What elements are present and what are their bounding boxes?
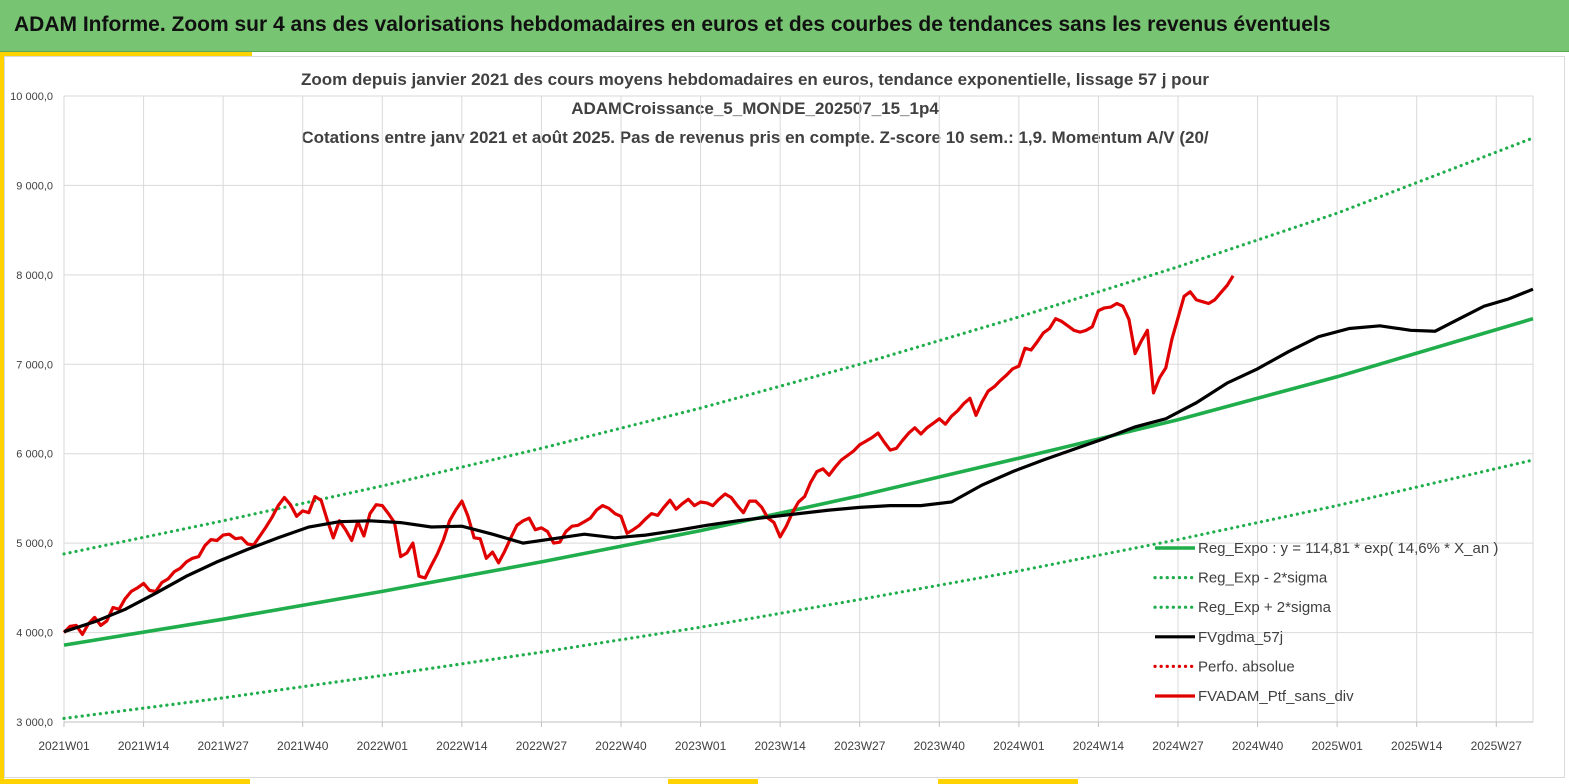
legend-layer: Reg_Expo : y = 114,81 * exp( 14,6% * X_a… [1153, 540, 1498, 705]
x-tick-label: 2021W01 [38, 739, 90, 753]
x-tick-label: 2023W27 [834, 739, 886, 753]
x-tick-label: 2023W01 [675, 739, 727, 753]
x-tick-label: 2022W01 [357, 739, 409, 753]
x-tick-label: 2024W40 [1232, 739, 1284, 753]
chart-title-line-2: ADAMCroissance_5_MONDE_202507_15_1p4 [571, 99, 939, 118]
y-tick-label: 5 000,0 [16, 538, 53, 550]
y-tick-label: 9 000,0 [16, 180, 53, 192]
series-line-ptf [62, 274, 1235, 636]
x-tick-label: 2022W14 [436, 739, 488, 753]
x-tick-label: 2024W01 [993, 739, 1045, 753]
x-tick-label: 2022W27 [516, 739, 568, 753]
chart-title-line-3: Cotations entre janv 2021 et août 2025. … [301, 128, 1209, 147]
series-layer [62, 136, 1535, 720]
series-line-sigma-high [62, 136, 1535, 556]
series-line-gdma [63, 287, 1534, 634]
accent-bar-bottom [0, 779, 1569, 784]
accent-bar-bottom-3 [938, 779, 1078, 784]
y-tick-label: 10 000,0 [10, 91, 53, 103]
x-tick-label: 2021W14 [118, 739, 170, 753]
x-tick-label: 2023W40 [914, 739, 966, 753]
x-tick-label: 2022W40 [595, 739, 647, 753]
series-line-reg-expo [63, 316, 1534, 647]
y-tick-label: 6 000,0 [16, 449, 53, 461]
y-tick-label: 8 000,0 [16, 270, 53, 282]
accent-bar-bottom-1 [0, 779, 250, 784]
legend-label-perfo: Perfo. absolue [1198, 658, 1295, 675]
legend-label-gdma: FVgdma_57j [1198, 629, 1283, 646]
accent-bar-bottom-2 [668, 779, 758, 784]
x-tick-label: 2021W40 [277, 739, 329, 753]
x-tick-label: 2025W01 [1311, 739, 1363, 753]
y-tick-label: 3 000,0 [16, 717, 53, 729]
x-tick-label: 2025W27 [1471, 739, 1523, 753]
y-tick-label: 4 000,0 [16, 628, 53, 640]
page-title: ADAM Informe. Zoom sur 4 ans des valoris… [14, 13, 1331, 36]
legend-label-ptf: FVADAM_Ptf_sans_div [1198, 688, 1354, 705]
accent-bar-left [0, 52, 4, 784]
x-tick-label: 2025W14 [1391, 739, 1443, 753]
legend-label-reg-expo: Reg_Expo : y = 114,81 * exp( 14,6% * X_a… [1198, 540, 1498, 557]
y-tick-label: 7 000,0 [16, 359, 53, 371]
x-tick-label: 2023W14 [754, 739, 806, 753]
header-banner: ADAM Informe. Zoom sur 4 ans des valoris… [0, 0, 1569, 52]
x-tick-label: 2024W27 [1152, 739, 1204, 753]
x-tick-label: 2024W14 [1073, 739, 1125, 753]
chart-title-line-1: Zoom depuis janvier 2021 des cours moyen… [301, 70, 1209, 89]
chart-frame [4, 56, 1565, 778]
x-tick-label: 2021W27 [197, 739, 249, 753]
axis-layer: 3 000,0 4 000,0 5 000,0 6 000,0 7 000,0 8 000… [10, 91, 1533, 753]
accent-bar-top [0, 52, 252, 56]
legend-label-sigma-high: Reg_Exp + 2*sigma [1198, 599, 1332, 616]
grid-layer [63, 95, 1534, 723]
legend-label-sigma-low: Reg_Exp - 2*sigma [1198, 570, 1328, 587]
